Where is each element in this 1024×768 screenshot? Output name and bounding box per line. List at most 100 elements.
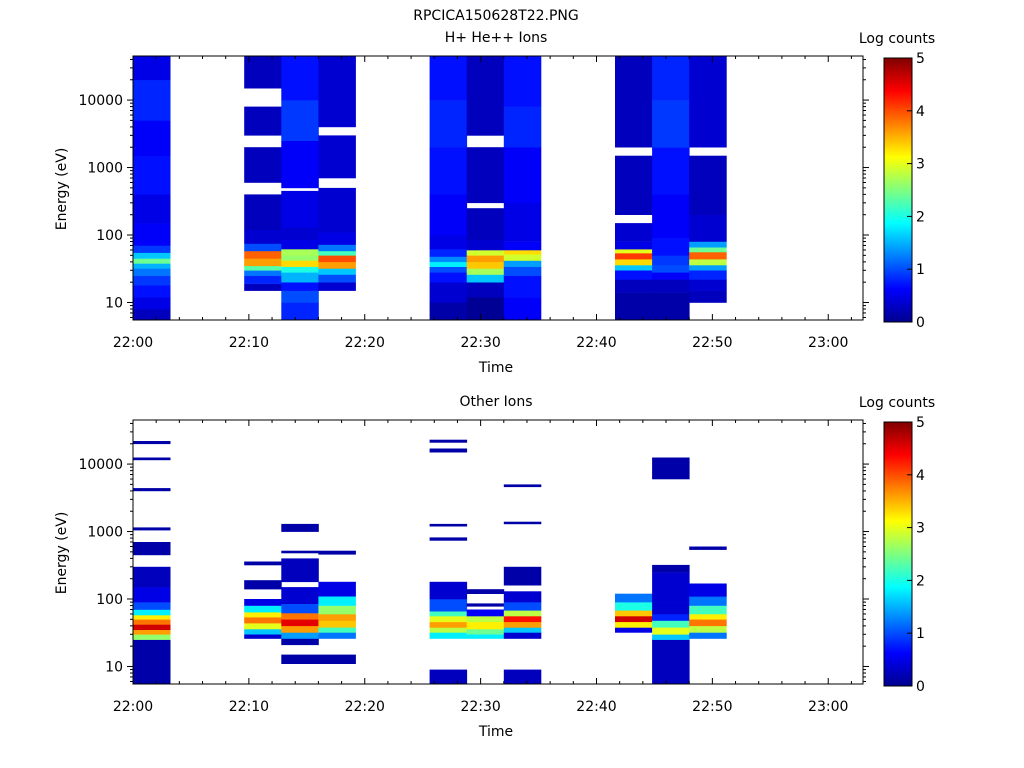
colorbar-ticks: 0 1 2 3 4 5 — [907, 51, 925, 331]
heatmap-cell — [503, 147, 542, 204]
x-tick-label: 23:00 — [808, 335, 848, 351]
heatmap-cell — [652, 56, 690, 101]
panel-h-he-ions: H+ He++ Ions 22:00 22:10 22:20 22:30 22:40 22… — [54, 30, 935, 376]
heatmap-cell — [689, 214, 727, 242]
heatmap-cell — [429, 632, 468, 639]
heatmap-cell — [652, 457, 690, 480]
colorbar-tick-label: 5 — [916, 51, 925, 67]
heatmap-cell — [615, 155, 653, 215]
heatmap-cell — [652, 292, 690, 321]
x-tick-label: 22:40 — [576, 699, 616, 715]
heatmap-cell — [466, 268, 505, 275]
x-tick-label: 23:00 — [808, 699, 848, 715]
heatmap-cell — [133, 223, 171, 246]
heatmap-cell — [281, 550, 319, 554]
heatmap-cell — [466, 208, 505, 241]
heatmap-cell — [133, 297, 171, 310]
heatmap-cell — [133, 488, 171, 492]
heatmap-cell — [318, 244, 356, 252]
heatmap-cell — [281, 190, 319, 228]
heatmap-cell — [244, 270, 282, 276]
heatmap-cell — [429, 56, 468, 101]
colorbar-tick-label: 0 — [916, 315, 925, 331]
heatmap-cell — [318, 56, 356, 128]
heatmap-cell — [429, 302, 468, 321]
heatmap-cell — [615, 602, 653, 611]
heatmap-cell — [429, 621, 468, 628]
heatmap-cell — [281, 638, 319, 646]
y-axis-label: Energy (eV) — [54, 148, 70, 231]
heatmap-cell — [133, 309, 171, 321]
heatmap-cell — [503, 260, 542, 267]
heatmap-cell — [466, 56, 505, 136]
heatmap-cell — [244, 258, 282, 267]
heatmap-cell — [689, 270, 727, 280]
heatmap-cell — [429, 272, 468, 283]
x-tick-label: 22:50 — [692, 699, 732, 715]
heatmap-cell — [503, 254, 542, 261]
heatmap-cell — [689, 241, 727, 248]
heatmap-cell — [318, 550, 356, 555]
heatmap-cell — [615, 593, 653, 603]
colorbar — [883, 421, 913, 687]
heatmap-cell — [689, 279, 727, 291]
heatmap-cell — [318, 282, 356, 291]
heatmap-cell — [133, 609, 171, 616]
heatmap-cells — [133, 439, 727, 685]
heatmap-cell — [244, 56, 282, 89]
heatmap-cell — [244, 275, 282, 284]
heatmap-cell — [689, 596, 727, 606]
heatmap-cell — [281, 613, 319, 620]
y-axis: 10 100 1000 10000 — [78, 58, 869, 318]
heatmap-cell — [466, 261, 505, 269]
heatmap-cell — [318, 596, 356, 606]
heatmap-cell — [466, 609, 505, 617]
colorbar — [883, 57, 913, 323]
heatmap-cell — [281, 266, 319, 273]
heatmap-cell — [503, 616, 542, 623]
heatmap-cell — [318, 232, 356, 245]
heatmap-cell — [615, 259, 653, 266]
heatmap-cell — [318, 135, 356, 179]
heatmap-cell — [429, 100, 468, 148]
heatmap-cell — [281, 290, 319, 303]
heatmap-cell — [281, 272, 319, 283]
heatmap-cell — [133, 155, 171, 195]
x-axis-label: Time — [478, 360, 513, 376]
heatmap-cell — [652, 100, 690, 148]
heatmap-cell — [133, 624, 171, 630]
y-tick-label: 10 — [105, 659, 123, 675]
heatmap-cell — [466, 634, 505, 639]
colorbar-tick-label: 3 — [916, 157, 925, 173]
heatmap-cell — [133, 285, 171, 298]
heatmap-cell — [429, 581, 468, 600]
heatmap-cell — [652, 620, 690, 628]
heatmap-cell — [281, 255, 319, 261]
heatmap-cell — [615, 56, 653, 148]
heatmap-cell — [652, 194, 690, 239]
heatmap-cell — [133, 441, 171, 445]
x-tick-label: 22:10 — [229, 335, 269, 351]
heatmap-cell — [133, 634, 171, 640]
x-tick-label: 22:00 — [113, 699, 153, 715]
heatmap-cell — [466, 297, 505, 321]
heatmap-cell — [133, 602, 171, 610]
panel-title: H+ He++ Ions — [445, 30, 548, 46]
heatmap-cell — [689, 56, 727, 148]
x-tick-label: 22:50 — [692, 335, 732, 351]
figure-filename: RPCICA150628T22.PNG — [413, 8, 578, 24]
heatmap-cell — [244, 634, 282, 639]
heatmap-cell — [133, 120, 171, 156]
plot-frame — [132, 419, 864, 685]
heatmap-cell — [244, 194, 282, 230]
y-axis: 10 100 1000 10000 — [78, 422, 869, 682]
y-tick-label: 1000 — [87, 525, 123, 541]
heatmap-cell — [281, 282, 319, 291]
y-tick-label: 1000 — [87, 161, 123, 177]
heatmap-cell — [133, 566, 171, 588]
heatmap-cell — [615, 279, 653, 293]
heatmap-cell — [689, 625, 727, 633]
heatmap-cell — [466, 255, 505, 263]
heatmap-cell — [503, 56, 542, 107]
heatmap-cell — [244, 243, 282, 252]
